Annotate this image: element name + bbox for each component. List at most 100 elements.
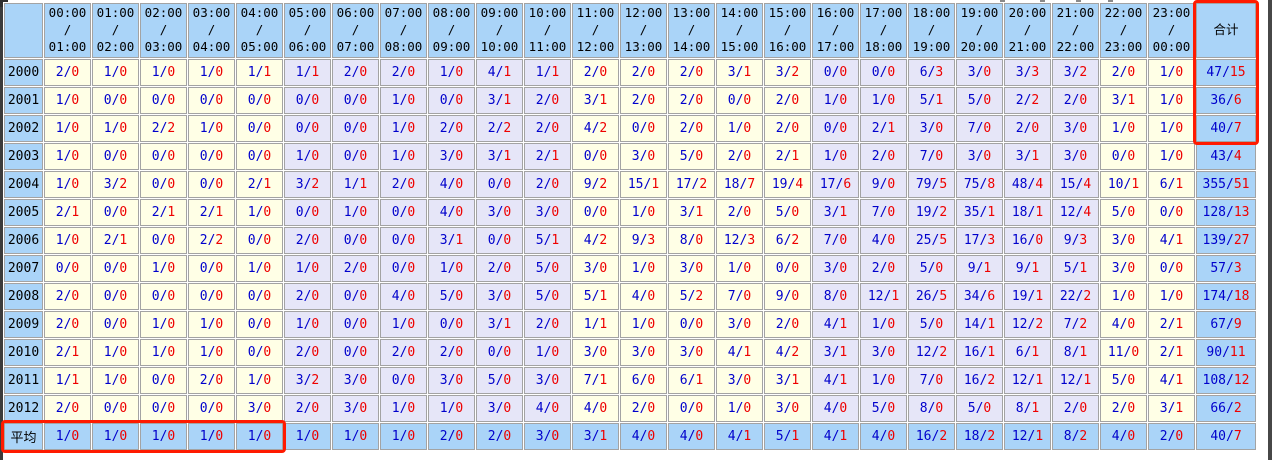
count-cell: 2/0: [668, 115, 715, 142]
table-row: 2003 1/0 0/0 0/0 0/0 0/0 1/0 0/0 1/0 3/0 3/1 2/1 0/0…: [4, 143, 1256, 170]
count-cell: 1/0: [812, 87, 859, 114]
row-year-label: 2012: [4, 395, 43, 422]
count-cell: 1/0: [380, 87, 427, 114]
average-count-cell: 5/1: [764, 423, 811, 450]
count-cell: 2/0: [284, 395, 331, 422]
count-cell: 10/1: [1100, 171, 1147, 198]
row-total-cell: 40/7: [1196, 115, 1256, 142]
count-cell: 7/0: [908, 143, 955, 170]
average-count-cell: 3/1: [572, 423, 619, 450]
count-cell: 0/0: [188, 255, 235, 282]
count-cell: 2/0: [524, 311, 571, 338]
count-cell: 5/0: [956, 395, 1003, 422]
col-header-time: 15:00/16:00: [764, 3, 811, 58]
count-cell: 1/0: [428, 59, 475, 86]
col-header-time: 02:00/03:00: [140, 3, 187, 58]
count-cell: 2/1: [236, 171, 283, 198]
count-cell: 5/1: [1052, 255, 1099, 282]
count-cell: 3/1: [812, 339, 859, 366]
count-cell: 2/0: [572, 59, 619, 86]
table-row: 2010 2/1 1/0 1/0 1/0 0/0 2/0 0/0 2/0 2/0 0/0 1/0 3/0…: [4, 339, 1256, 366]
count-cell: 4/0: [380, 283, 427, 310]
row-year-label: 2007: [4, 255, 43, 282]
count-cell: 22/2: [1052, 283, 1099, 310]
count-cell: 1/0: [716, 255, 763, 282]
count-cell: 1/0: [44, 115, 91, 142]
count-cell: 3/1: [668, 199, 715, 226]
col-header-time: 01:00/02:00: [92, 3, 139, 58]
count-cell: 0/0: [668, 311, 715, 338]
count-cell: 7/2: [1052, 311, 1099, 338]
row-total-cell: 128/13: [1196, 199, 1256, 226]
row-total-cell: 43/4: [1196, 143, 1256, 170]
count-cell: 1/0: [188, 311, 235, 338]
count-cell: 3/0: [668, 339, 715, 366]
count-cell: 2/0: [380, 59, 427, 86]
count-cell: 4/2: [572, 227, 619, 254]
count-cell: 0/0: [140, 227, 187, 254]
count-cell: 3/0: [428, 143, 475, 170]
count-cell: 3/1: [812, 199, 859, 226]
count-cell: 3/0: [908, 115, 955, 142]
count-cell: 3/0: [716, 367, 763, 394]
count-cell: 0/0: [380, 255, 427, 282]
count-cell: 12/3: [716, 227, 763, 254]
count-cell: 1/0: [284, 143, 331, 170]
count-cell: 1/0: [188, 339, 235, 366]
count-cell: 0/0: [140, 143, 187, 170]
count-cell: 2/0: [620, 59, 667, 86]
count-cell: 2/0: [44, 283, 91, 310]
count-cell: 3/1: [1004, 143, 1051, 170]
col-header-time: 17:00/18:00: [860, 3, 907, 58]
col-header-time: 13:00/14:00: [668, 3, 715, 58]
col-header-time: 21:00/22:00: [1052, 3, 1099, 58]
count-cell: 0/0: [332, 339, 379, 366]
count-cell: 2/0: [332, 255, 379, 282]
row-year-label: 2009: [4, 311, 43, 338]
count-cell: 0/0: [236, 87, 283, 114]
count-cell: 2/0: [668, 59, 715, 86]
count-cell: 3/0: [476, 199, 523, 226]
count-cell: 3/0: [668, 255, 715, 282]
average-count-cell: 1/0: [92, 423, 139, 450]
count-cell: 1/0: [332, 199, 379, 226]
count-cell: 1/0: [860, 311, 907, 338]
count-cell: 0/0: [236, 227, 283, 254]
count-cell: 7/0: [908, 367, 955, 394]
count-cell: 3/1: [476, 143, 523, 170]
count-cell: 1/0: [1148, 87, 1195, 114]
count-cell: 0/0: [572, 199, 619, 226]
count-cell: 1/0: [860, 367, 907, 394]
count-cell: 5/0: [908, 311, 955, 338]
count-cell: 3/0: [476, 395, 523, 422]
average-count-cell: 4/0: [1100, 423, 1147, 450]
count-cell: 8/0: [812, 283, 859, 310]
average-count-cell: 3/0: [524, 423, 571, 450]
count-cell: 0/0: [140, 367, 187, 394]
count-cell: 3/1: [572, 87, 619, 114]
row-total-cell: 66/2: [1196, 395, 1256, 422]
count-cell: 3/0: [620, 339, 667, 366]
count-cell: 2/0: [428, 339, 475, 366]
count-cell: 5/0: [428, 283, 475, 310]
count-cell: 0/0: [140, 87, 187, 114]
col-header-time: 23:00/00:00: [1148, 3, 1195, 58]
count-cell: 0/0: [92, 255, 139, 282]
count-cell: 1/0: [284, 255, 331, 282]
count-cell: 4/0: [524, 395, 571, 422]
count-cell: 2/0: [1100, 59, 1147, 86]
count-cell: 4/2: [764, 339, 811, 366]
average-count-cell: 1/0: [236, 423, 283, 450]
count-cell: 2/0: [668, 87, 715, 114]
row-total-cell: 47/15: [1196, 59, 1256, 86]
count-cell: 1/0: [236, 255, 283, 282]
count-cell: 3/0: [956, 59, 1003, 86]
count-cell: 7/0: [860, 199, 907, 226]
table-row: 2011 1/1 1/0 0/0 2/0 1/0 3/2 3/0 0/0 3/0 5/0 3/0 7/1…: [4, 367, 1256, 394]
count-cell: 1/1: [572, 311, 619, 338]
count-cell: 5/0: [860, 395, 907, 422]
count-cell: 9/2: [572, 171, 619, 198]
count-cell: 9/3: [1052, 227, 1099, 254]
count-cell: 2/1: [44, 199, 91, 226]
